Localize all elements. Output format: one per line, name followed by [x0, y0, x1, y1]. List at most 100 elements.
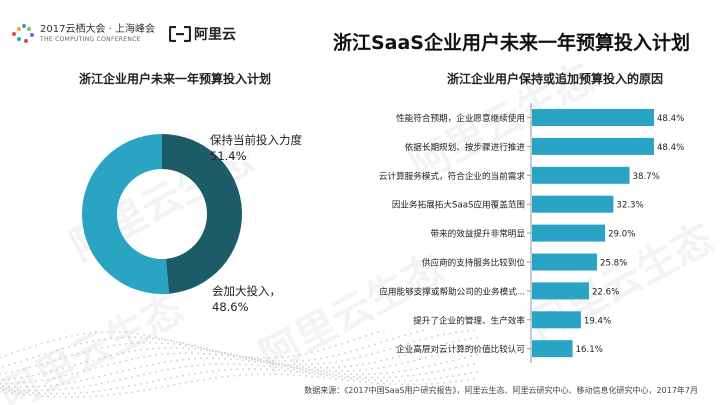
wave-dot	[383, 366, 385, 369]
value-label: 48.4%	[657, 114, 684, 124]
wave-dot	[473, 330, 475, 332]
wave-dot	[260, 358, 262, 361]
wave-dot	[269, 365, 271, 368]
wave-dot	[29, 389, 31, 392]
wave-dot	[206, 349, 208, 352]
wave-dot	[152, 363, 154, 366]
wave-dot	[341, 359, 343, 362]
wave-dot	[44, 353, 46, 356]
wave-dot	[212, 370, 214, 373]
pie-label-increase: 会加大投入， 48.6%	[212, 283, 281, 315]
wave-dot	[50, 351, 52, 354]
wave-dot	[278, 362, 280, 365]
wave-dot	[89, 384, 91, 387]
wave-dot	[431, 371, 433, 374]
wave-dot	[185, 343, 187, 346]
pie-label-maintain-name: 保持当前投入力度	[210, 133, 302, 147]
wave-dot	[344, 373, 346, 375]
wave-dot	[473, 378, 475, 380]
wave-dot	[458, 358, 460, 361]
wave-dot	[74, 380, 76, 383]
logo-bar: 2017云栖大会 · 上海峰会 THE COMPUTING CONFERENCE…	[10, 22, 236, 46]
wave-dot	[335, 374, 337, 377]
wave-dot	[53, 388, 55, 391]
bar	[532, 253, 598, 271]
wave-dot	[356, 364, 358, 367]
wave-dot	[191, 380, 193, 383]
wave-dot	[452, 341, 454, 344]
wave-dot	[59, 396, 61, 398]
wave-dot	[245, 363, 247, 366]
wave-dot	[305, 352, 307, 355]
wave-dot	[41, 342, 43, 345]
category-label: 云计算服务模式，符合企业的当前需求	[379, 170, 526, 182]
wave-dot	[77, 371, 79, 374]
wave-dot	[26, 386, 28, 388]
wave-dot	[116, 371, 118, 374]
wave-dot	[182, 358, 184, 361]
wave-dot	[143, 373, 145, 376]
wave-dot	[314, 373, 316, 375]
wave-dot	[320, 366, 322, 369]
conference-subtitle: THE COMPUTING CONFERENCE	[40, 36, 141, 43]
wave-dot	[131, 391, 133, 394]
wave-dot	[230, 358, 232, 361]
wave-dot	[344, 376, 346, 379]
wave-dot	[254, 357, 256, 360]
wave-dot	[197, 352, 199, 355]
wave-dot	[368, 345, 370, 348]
wave-dot	[98, 357, 100, 360]
wave-dot	[170, 346, 172, 349]
wave-dot	[371, 353, 373, 355]
wave-dot	[200, 348, 202, 351]
wave-dot	[179, 382, 181, 385]
wave-dot	[323, 362, 325, 365]
wave-dot	[377, 367, 379, 369]
wave-dot	[101, 346, 103, 349]
wave-dot	[473, 345, 475, 347]
wave-dot	[371, 332, 373, 335]
wave-dot	[233, 374, 235, 377]
wave-dot	[470, 337, 472, 340]
wave-dot	[275, 361, 277, 364]
wave-dot	[455, 331, 457, 334]
wave-dot	[113, 344, 115, 347]
wave-dot	[437, 382, 439, 385]
wave-dot	[38, 355, 40, 357]
wave-dot	[5, 382, 7, 385]
wave-dot	[290, 364, 292, 367]
wave-dot	[188, 343, 190, 346]
wave-dot	[8, 385, 10, 388]
wave-dot	[41, 379, 43, 382]
wave-dot	[119, 392, 121, 395]
wave-dot	[56, 383, 58, 386]
wave-dot	[467, 330, 469, 332]
wave-dot	[440, 344, 442, 346]
wave-dot	[146, 364, 148, 367]
category-label: 带来的效益提升非常明显	[430, 228, 525, 240]
wave-dot	[116, 336, 118, 339]
wave-dot	[92, 340, 94, 343]
wave-dot	[17, 350, 19, 353]
wave-dot	[149, 341, 151, 344]
wave-dot	[209, 353, 211, 355]
wave-dot	[155, 387, 157, 390]
wave-dot	[203, 348, 205, 350]
wave-dot	[164, 361, 166, 364]
wave-dot	[92, 377, 94, 380]
wave-dot	[2, 378, 4, 381]
wave-dot	[173, 340, 175, 343]
wave-dot	[17, 382, 19, 385]
wave-dot	[389, 347, 391, 350]
wave-dot	[8, 389, 10, 392]
wave-dot	[305, 374, 307, 377]
wave-dot	[0, 356, 1, 359]
wave-dot	[326, 366, 328, 369]
wave-dot	[356, 373, 358, 376]
wave-dot	[296, 367, 298, 370]
wave-dot	[311, 371, 313, 374]
wave-dot	[263, 373, 265, 376]
wave-dot	[233, 354, 235, 357]
wave-dot	[32, 385, 34, 388]
wave-dot	[464, 356, 466, 359]
